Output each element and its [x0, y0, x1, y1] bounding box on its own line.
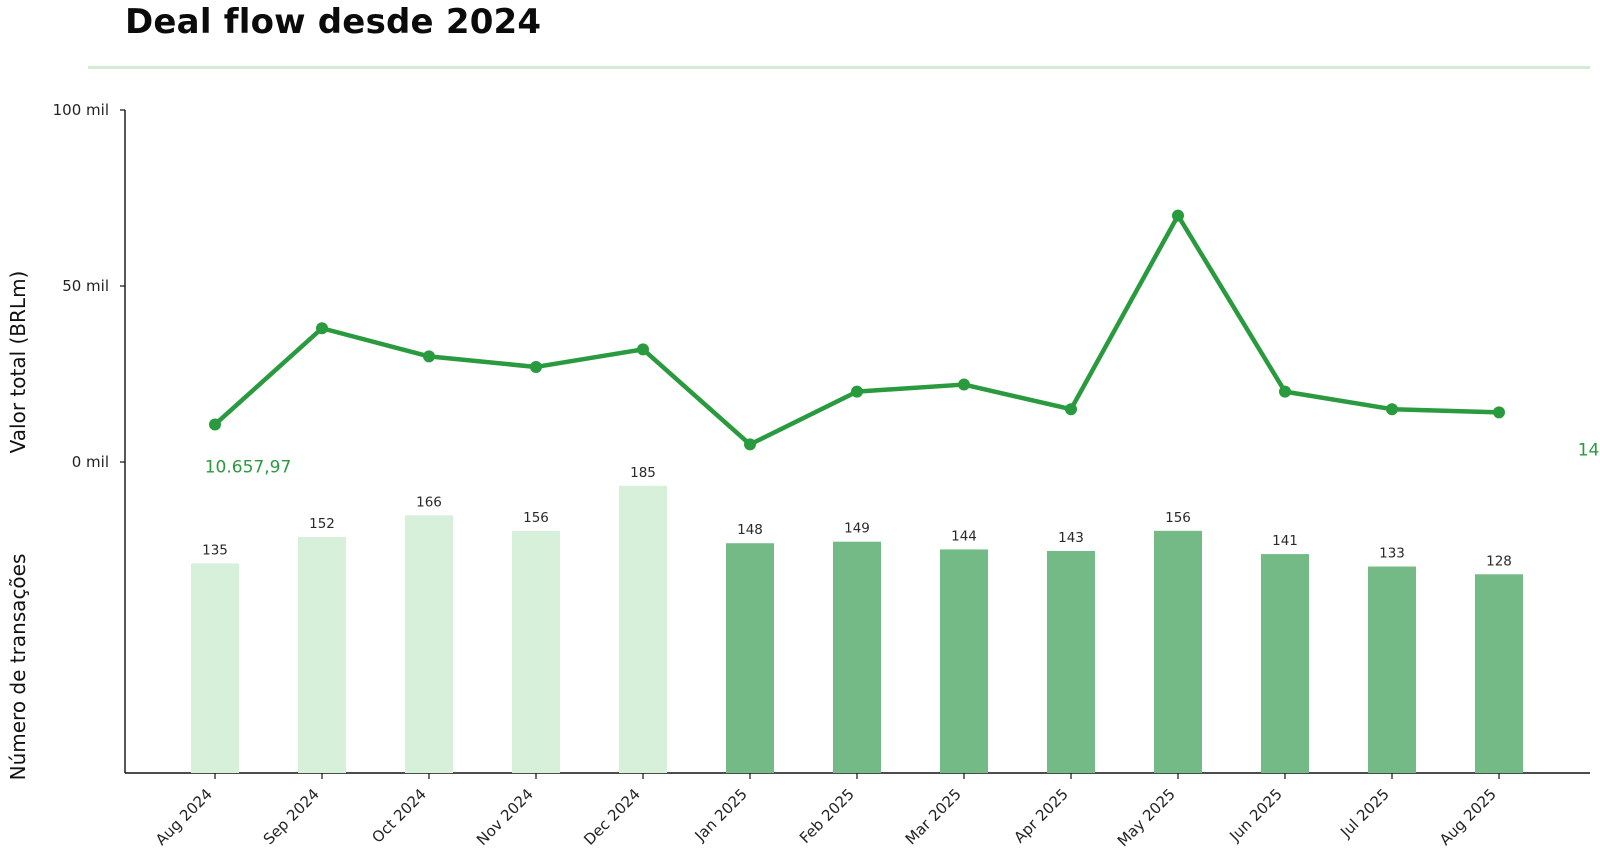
line-point [637, 343, 649, 356]
y-axis-title-line: Valor total (BRLm) [6, 271, 30, 454]
line-first-value-label: 10.657,97 [205, 457, 292, 477]
bar-value-label: 141 [1272, 533, 1298, 549]
bar-value-label: 149 [844, 521, 870, 537]
line-series-group [209, 209, 1505, 451]
bar [619, 485, 667, 773]
y-tick-label: 100 mil [53, 101, 109, 119]
y-tick-label: 50 mil [62, 277, 109, 295]
bar-value-label: 128 [1486, 553, 1512, 569]
x-tick-label: Oct 2024 [368, 785, 429, 846]
bar [726, 543, 774, 773]
bar [1154, 530, 1202, 773]
line-point [530, 360, 542, 373]
x-tick-label: Jun 2025 [1225, 785, 1285, 845]
line-point [744, 438, 756, 451]
line-point [316, 322, 328, 335]
y-tick-label: 0 mil [72, 453, 109, 471]
bar [1047, 550, 1095, 773]
x-tick-label: Dec 2024 [580, 785, 644, 849]
labels-group: 135 152 166 156 185 148 149 144 143 156 141 133 128 1… [202, 440, 1600, 569]
line-point [851, 385, 863, 398]
bar [940, 549, 988, 773]
bar [833, 541, 881, 773]
line-last-value-label: 14.098,94 [1578, 440, 1600, 460]
bar [191, 563, 239, 773]
x-tick-label: Nov 2024 [473, 785, 537, 849]
line-point [1065, 403, 1077, 416]
x-tick-label: Aug 2025 [1436, 785, 1500, 849]
line-series [212, 213, 1502, 447]
bar-value-label: 144 [951, 528, 977, 544]
bar-value-label: 166 [416, 494, 442, 510]
bar [298, 537, 346, 773]
x-tick-label: Apr 2025 [1010, 785, 1071, 846]
bar [1368, 566, 1416, 773]
bar-value-label: 148 [737, 522, 763, 538]
bar-value-label: 152 [309, 516, 335, 532]
bar [405, 515, 453, 773]
line-point [1279, 385, 1291, 398]
line-point [1493, 406, 1505, 419]
x-tick-label: Mar 2025 [902, 785, 965, 848]
x-tick-label: Jul 2025 [1336, 785, 1393, 842]
x-tick-label: May 2025 [1114, 785, 1179, 850]
bar [512, 530, 560, 773]
line-point [958, 378, 970, 391]
bar [1261, 554, 1309, 773]
x-tick-label: Aug 2024 [152, 785, 216, 849]
x-tick-label: Sep 2024 [260, 785, 323, 848]
chart-title: Deal flow desde 2024 [125, 2, 542, 42]
bar-value-label: 143 [1058, 530, 1084, 546]
bar-value-label: 135 [202, 542, 228, 558]
bars-group [191, 485, 1523, 773]
title-divider [88, 66, 1590, 69]
x-tick-label: Jan 2025 [691, 785, 751, 845]
line-point [423, 350, 435, 363]
bar-value-label: 156 [523, 510, 549, 526]
x-tick-label: Feb 2025 [796, 785, 858, 847]
y-axis-title-bars: Número de transações [6, 554, 30, 781]
bar-value-label: 156 [1165, 510, 1191, 526]
bar [1475, 574, 1523, 773]
bar-value-label: 185 [630, 465, 656, 481]
line-point [209, 418, 221, 431]
bar-value-label: 133 [1379, 546, 1405, 562]
line-point [1386, 403, 1398, 416]
line-point [1172, 209, 1184, 222]
